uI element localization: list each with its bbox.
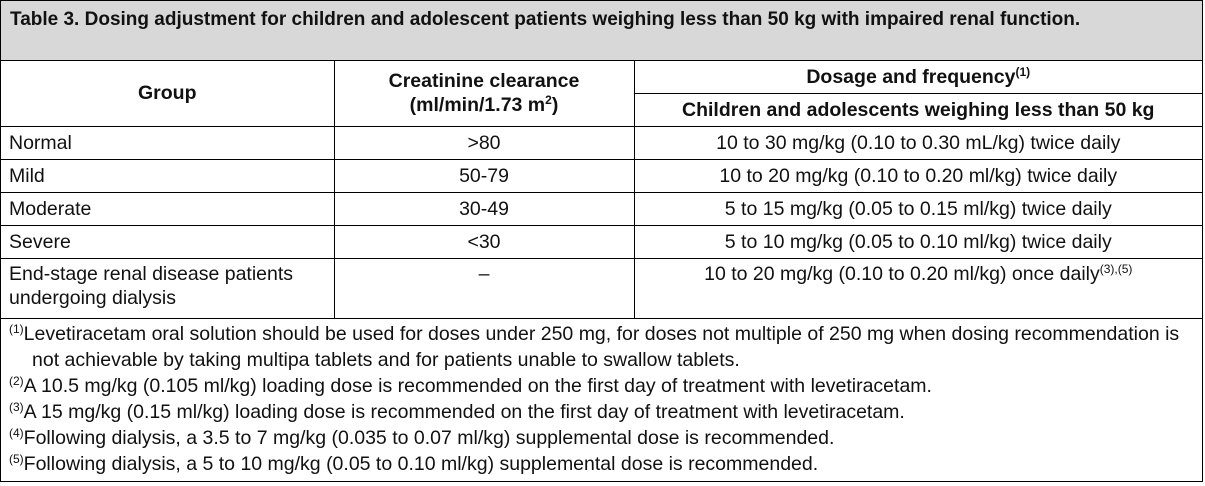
cell-text: <30 xyxy=(467,230,501,253)
group-cell: Mild xyxy=(1,158,335,193)
table-row: Severe <30 5 to 10 mg/kg (0.05 to 0.10 ml/… xyxy=(1,224,1202,259)
cell-text: 5 to 15 mg/kg (0.05 to 0.15 ml/kg) twice… xyxy=(724,197,1112,220)
dosage-cell: 5 to 10 mg/kg (0.05 to 0.10 ml/kg) twice… xyxy=(633,224,1202,259)
superscript: (3),(5) xyxy=(1099,261,1133,276)
cell-text: 50-79 xyxy=(459,164,509,187)
footnote: (1)Levetiracetam oral solution should be… xyxy=(9,321,1194,373)
group-cell: Normal xyxy=(1,125,335,160)
table-body: Normal >80 10 to 30 mg/kg (0.10 to 0.30 mL… xyxy=(1,125,1202,319)
cell-text: Mild xyxy=(9,164,45,187)
superscript: 2 xyxy=(545,93,552,108)
table-row: End-stage renal disease patients undergo… xyxy=(1,257,1202,319)
cell-text: Normal xyxy=(9,131,72,154)
dosage-cell: 10 to 20 mg/kg (0.10 to 0.20 ml/kg) twic… xyxy=(633,158,1202,193)
cell-text: 10 to 20 mg/kg (0.10 to 0.20 ml/kg) twic… xyxy=(719,164,1118,187)
cell-text: 10 to 30 mg/kg (0.10 to 0.30 mL/kg) twic… xyxy=(716,131,1121,154)
header-unit: ) xyxy=(551,94,559,117)
dosage-cell: 10 to 30 mg/kg (0.10 to 0.30 mL/kg) twic… xyxy=(633,125,1202,160)
clearance-cell: 30-49 xyxy=(333,191,635,226)
cell-text: 30-49 xyxy=(459,197,509,220)
superscript: (1) xyxy=(1015,64,1031,79)
footnote-mark: (1) xyxy=(9,321,24,336)
group-cell: Moderate xyxy=(1,191,335,226)
cell-text: 10 to 20 mg/kg (0.10 to 0.20 ml/kg) once… xyxy=(704,262,1100,285)
cell-text: >80 xyxy=(467,131,501,154)
group-cell: Severe xyxy=(1,224,335,259)
footnote: (4)Following dialysis, a 3.5 to 7 mg/kg … xyxy=(9,425,1194,451)
cell-text: End-stage renal disease patients undergo… xyxy=(9,262,294,309)
header-text: Group xyxy=(138,82,197,105)
footnote-mark: (5) xyxy=(9,451,24,466)
footnote-mark: (2) xyxy=(9,373,24,388)
group-cell: End-stage renal disease patients undergo… xyxy=(1,257,335,319)
header-cell: Dosage and frequency(1) xyxy=(633,61,1202,94)
table-row: Normal >80 10 to 30 mg/kg (0.10 to 0.30 mL… xyxy=(1,125,1202,160)
header-cell: Creatinine clearance (ml/min/1.73 m2) xyxy=(333,61,635,127)
header-unit: (ml/min/1.73 m xyxy=(409,94,546,117)
dosage-cell: 10 to 20 mg/kg (0.10 to 0.20 ml/kg) once… xyxy=(633,257,1202,319)
header-text: Dosage and frequency xyxy=(806,65,1016,88)
footnote: (2)A 10.5 mg/kg (0.105 ml/kg) loading do… xyxy=(9,373,1194,399)
table-title: Table 3. Dosing adjustment for children … xyxy=(1,1,1202,61)
footnote: (3)A 15 mg/kg (0.15 ml/kg) loading dose … xyxy=(9,399,1194,425)
cell-text: Severe xyxy=(9,230,71,253)
header-cell: Children and adolescents weighing less t… xyxy=(634,92,1202,127)
cell-text: Moderate xyxy=(9,197,92,220)
cell-text: – xyxy=(478,262,490,285)
dosing-table: Group Creatinine clearance (ml/min/1.73 m… xyxy=(1,61,1202,319)
footnote-mark: (4) xyxy=(9,425,24,440)
table-row: Mild 50-79 10 to 20 mg/kg (0.10 to 0.20 ml… xyxy=(1,158,1202,193)
header-text: Creatinine clearance xyxy=(388,70,580,93)
clearance-cell: – xyxy=(333,257,635,319)
table-row: Moderate 30-49 5 to 15 mg/kg (0.05 to 0.15… xyxy=(1,191,1202,226)
footnote-text: Following dialysis, a 3.5 to 7 mg/kg (0.… xyxy=(23,426,835,449)
header-text: Children and adolescents weighing less t… xyxy=(682,98,1155,121)
clearance-cell: >80 xyxy=(333,125,635,160)
footnote-mark: (3) xyxy=(9,399,24,414)
clearance-cell: 50-79 xyxy=(333,158,635,193)
footnote-text: Levetiracetam oral solution should be us… xyxy=(23,322,1180,371)
header-cell: Group xyxy=(1,61,335,127)
footnote: (5)Following dialysis, a 5 to 10 mg/kg (… xyxy=(9,451,1194,477)
footnote-text: Following dialysis, a 5 to 10 mg/kg (0.0… xyxy=(23,452,819,475)
footnote-text: A 10.5 mg/kg (0.105 ml/kg) loading dose … xyxy=(23,374,932,397)
dosage-cell: 5 to 15 mg/kg (0.05 to 0.15 ml/kg) twice… xyxy=(633,191,1202,226)
footnotes: (1)Levetiracetam oral solution should be… xyxy=(1,319,1202,481)
cell-text: 5 to 10 mg/kg (0.05 to 0.10 ml/kg) twice… xyxy=(724,230,1112,253)
clearance-cell: <30 xyxy=(333,224,635,259)
footnote-text: A 15 mg/kg (0.15 ml/kg) loading dose is … xyxy=(23,400,905,423)
